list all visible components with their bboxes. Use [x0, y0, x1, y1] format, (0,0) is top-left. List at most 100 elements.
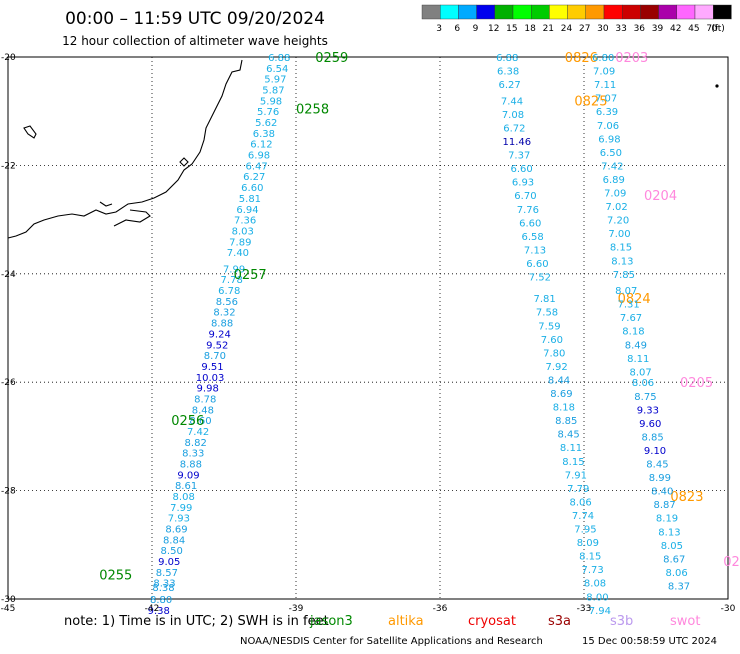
footnote: note: 1) Time is in UTC; 2) SWH is in fe…: [64, 614, 329, 629]
lon-tick-label: -33: [577, 604, 592, 614]
swh-value: 8.15: [562, 457, 584, 468]
scale-swatch: [494, 4, 514, 20]
swh-value: 8.15: [610, 243, 632, 254]
credit-line: NOAA/NESDIS Center for Satellite Applica…: [240, 636, 543, 647]
lat-tick-label: -26: [1, 378, 16, 388]
swh-value: 8.13: [658, 527, 680, 538]
track-altika: 6.88 6.38 6.27 7.44 7.08 6.72 11.46 7.37 6.60 6.9…: [496, 51, 703, 617]
south-america-coastline: [7, 59, 243, 239]
scale-swatch: [640, 4, 659, 20]
swh-value: 8.78: [194, 394, 216, 405]
swh-value: 7.40: [227, 248, 249, 259]
swh-value: 6.70: [514, 191, 536, 202]
swh-value: 7.00: [608, 229, 630, 240]
legend-jason3: jason3: [309, 614, 353, 629]
swh-value: 8.88: [211, 319, 233, 330]
swh-value: 5.62: [255, 118, 277, 129]
time-label: 0258: [296, 102, 329, 117]
swh-value: 6.54: [266, 64, 288, 75]
scale-swatch: [512, 4, 532, 20]
swh-value: 8.69: [165, 525, 187, 536]
swh-value: 5.76: [257, 107, 279, 118]
swh-value: 8.57: [156, 568, 178, 579]
swh-value: 8.33: [153, 579, 175, 590]
swh-value: 7.99: [170, 503, 192, 514]
swh-value: 6.80: [592, 53, 614, 64]
time-label: 0824: [618, 292, 651, 307]
scale-label: 27: [579, 24, 590, 34]
swh-value: 8.67: [663, 554, 685, 565]
scale-label: 30: [597, 24, 609, 34]
swh-value: 7.67: [620, 313, 642, 324]
swh-value: 7.36: [234, 216, 256, 227]
scale-swatch: [476, 4, 496, 20]
swh-value: 9.33: [637, 405, 659, 416]
swh-value: 8.60: [189, 416, 211, 427]
swh-value: 5.98: [260, 96, 282, 107]
swh-value: 9.38: [148, 606, 170, 617]
swh-value: 7.52: [529, 273, 551, 284]
scale-label: 15: [506, 24, 517, 34]
lat-tick-label: -20: [1, 53, 16, 63]
swh-value: 5.81: [239, 194, 261, 205]
swh-value: 9.24: [209, 329, 231, 340]
swh-value: 7.06: [597, 121, 619, 132]
scale-unit: (ft): [711, 24, 725, 34]
swh-value: 8.33: [182, 449, 204, 460]
swh-value: 7.09: [593, 67, 615, 78]
axis-labels: -45 -42 -39 -36 -33 -30 -20 -22 -24 -26 -28 -30: [1, 53, 736, 614]
scale-label: 45: [688, 24, 699, 34]
swh-value: 6.88: [496, 53, 518, 64]
lat-tick-label: -22: [1, 161, 16, 171]
swh-value: 8.61: [175, 481, 197, 492]
swh-value: 7.74: [572, 511, 594, 522]
swh-value: 8.82: [185, 438, 207, 449]
lat-tick-label: -28: [1, 487, 16, 497]
swh-value: 10.03: [196, 373, 225, 384]
legend-altika: altika: [388, 614, 424, 629]
swh-value: 8.06: [570, 497, 592, 508]
swh-value: 8.50: [161, 546, 183, 557]
swh-value: 7.09: [604, 189, 626, 200]
scale-label: 36: [634, 24, 646, 34]
swh-value: 7.79: [567, 484, 589, 495]
swh-value: 6.98: [248, 151, 270, 162]
swh-value: 8.15: [579, 552, 601, 563]
scale-label: 70: [706, 24, 718, 34]
swh-value: 7.78: [221, 275, 243, 286]
swh-value: 8.56: [216, 297, 238, 308]
swh-value: 7.94: [589, 606, 611, 617]
scale-swatch: [458, 4, 477, 20]
lon-tick-label: -42: [145, 604, 160, 614]
lon-tick-label: -39: [289, 604, 304, 614]
swh-value: 8.05: [661, 541, 683, 552]
scale-label: 18: [524, 24, 536, 34]
swh-value: 8.69: [550, 389, 572, 400]
swh-value: 5.87: [262, 86, 284, 97]
time-label: 0206: [723, 555, 740, 570]
swh-value: 8.07: [615, 286, 637, 297]
scale-label: 12: [488, 24, 499, 34]
scale-swatch: [713, 4, 732, 20]
swh-value: 8.08: [584, 579, 606, 590]
swh-value: 8.18: [553, 403, 575, 414]
wave-height-color-scale: 3 6 9 12 15 18 21 24 27 30 33 36 39 42 45 70(ft): [421, 4, 732, 34]
page-subtitle: 12 hour collection of altimeter wave hei…: [62, 34, 328, 48]
time-label: 0257: [234, 268, 267, 283]
swh-value: 6.39: [596, 107, 618, 118]
coast-island: [179, 157, 189, 167]
swh-value: 7.02: [606, 202, 628, 213]
scale-label: 24: [561, 24, 573, 34]
swh-value: 6.60: [519, 218, 541, 229]
swh-value: 9.60: [639, 419, 661, 430]
swh-value: 6.12: [250, 140, 272, 151]
swh-value: 7.37: [508, 151, 530, 162]
altimeter-tracks: 6.886.545.975.875.985.765.626.386.126.98…: [99, 51, 740, 617]
swh-value: 6.50: [600, 148, 622, 159]
swh-value: 8.06: [632, 378, 654, 389]
swh-value: 7.73: [582, 565, 604, 576]
swh-value: 7.95: [574, 525, 596, 536]
scale-swatch: [603, 4, 623, 20]
scale-label: 6: [454, 24, 460, 34]
swh-value: 6.60: [510, 164, 532, 175]
